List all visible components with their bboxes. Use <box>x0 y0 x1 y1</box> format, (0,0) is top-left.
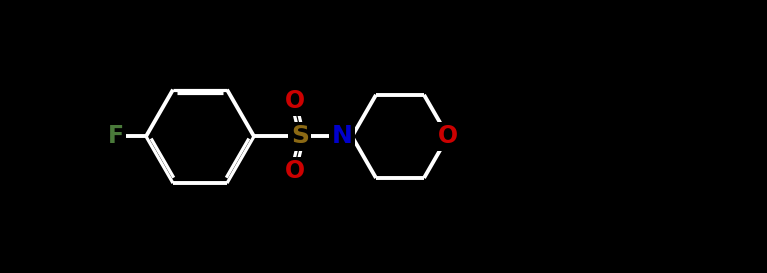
Text: N: N <box>331 124 353 149</box>
Text: O: O <box>285 89 305 113</box>
Text: F: F <box>108 124 124 149</box>
Text: S: S <box>291 124 309 149</box>
Text: O: O <box>285 159 305 183</box>
Text: O: O <box>438 124 458 149</box>
